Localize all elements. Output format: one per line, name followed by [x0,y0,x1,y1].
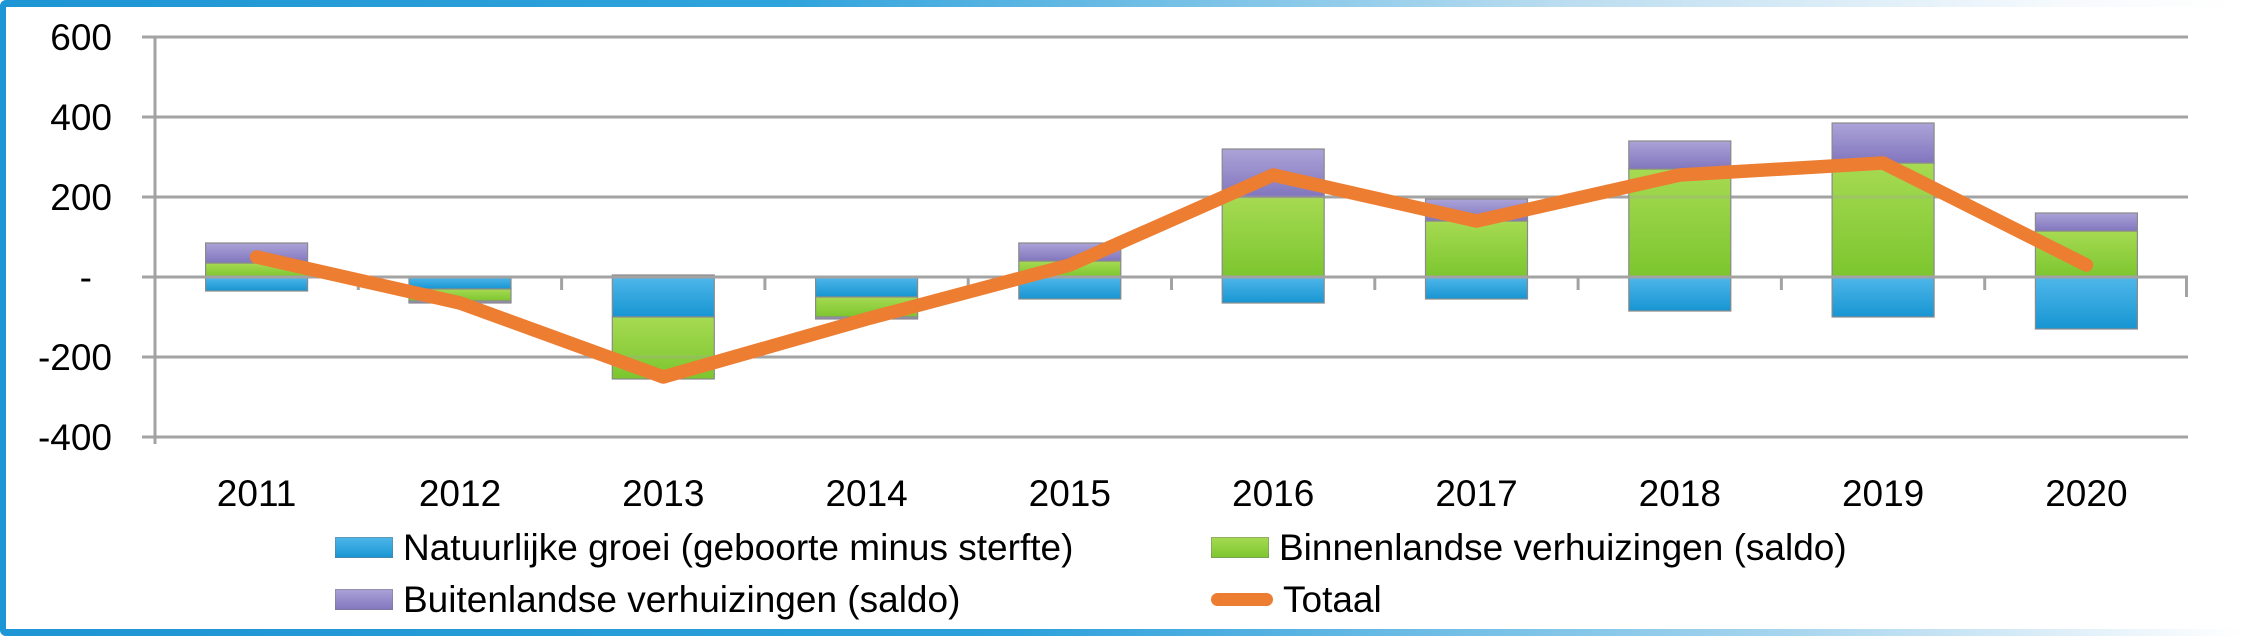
y-tick-label: -400 [38,417,112,458]
x-tick-label: 2011 [217,473,297,514]
y-tick-label: 600 [50,17,112,58]
x-tick-label: 2017 [1435,473,1517,514]
x-tick-label: 2019 [1842,473,1924,514]
frame-top-border [0,0,2241,7]
bar-segment [814,276,919,298]
bar-segment [2034,212,2139,232]
frame-left-border [0,0,6,636]
bar-segment [611,276,715,318]
x-tick-label: 2020 [2045,473,2127,514]
bar-segment [1628,276,1732,312]
bar-segment [205,276,309,292]
y-tick-label: - [80,257,92,298]
y-tick-label: 200 [50,177,112,218]
frame-bottom-border [0,629,2241,636]
bar-segment [1221,196,1325,278]
bar-segment [408,276,512,290]
bar-segment [1628,140,1732,170]
bar-segment [1221,276,1325,304]
x-tick-label: 2013 [622,473,704,514]
y-tick-label: 400 [50,97,112,138]
x-tick-label: 2012 [419,473,501,514]
x-tick-label: 2014 [825,473,907,514]
bar-segment [1424,276,1529,300]
x-tick-label: 2015 [1029,473,1111,514]
x-tick-label: 2016 [1232,473,1314,514]
x-tick-label: 2018 [1639,473,1721,514]
totaal-line [249,156,2094,384]
bar-segment [1831,276,1935,318]
bar-segment [2034,276,2139,330]
y-tick-label: -200 [38,337,112,378]
bar-segment [1424,220,1529,278]
